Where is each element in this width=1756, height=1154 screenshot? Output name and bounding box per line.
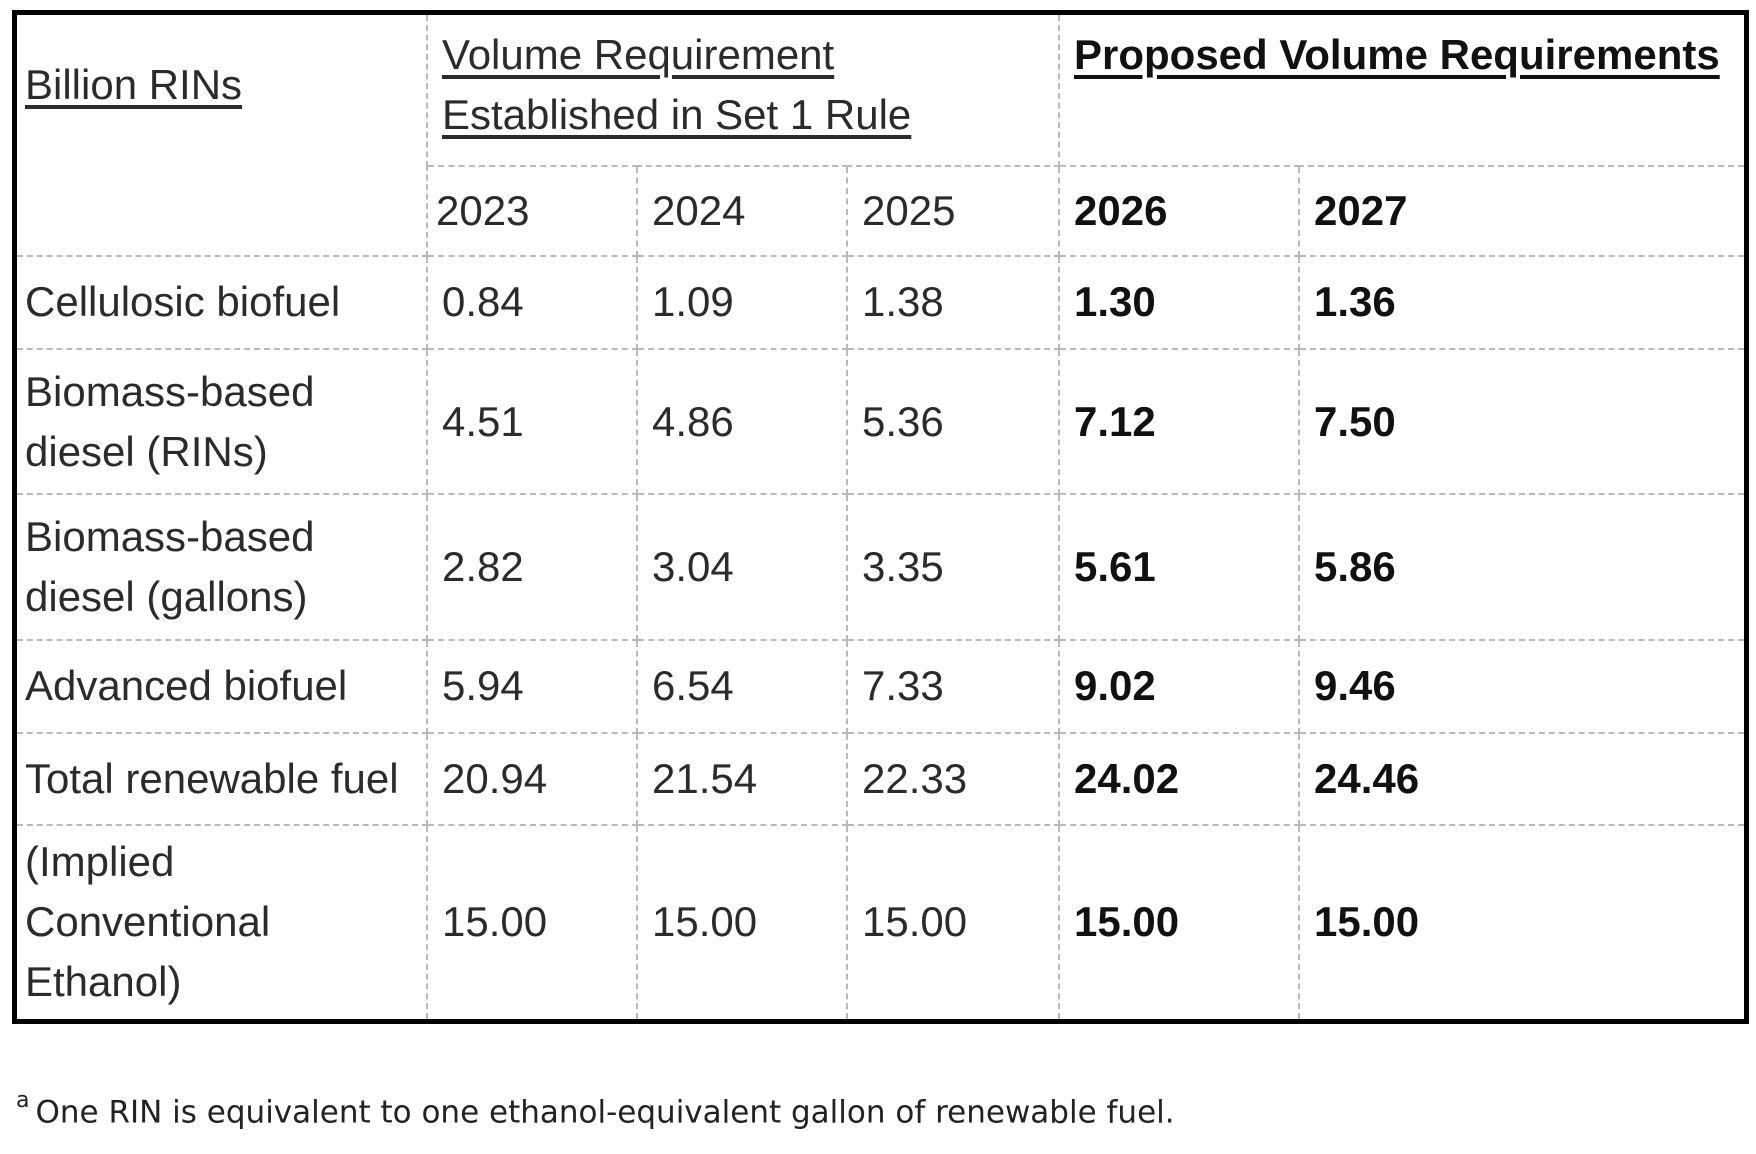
cell-value: 1.38: [846, 255, 1060, 350]
cell-value: 7.33: [846, 639, 1060, 734]
cell-value: 1.09: [636, 255, 848, 350]
year-header: 2026: [1058, 165, 1300, 258]
table-row: Cellulosic biofuel 0.84 1.09 1.38 1.30 1…: [17, 255, 1744, 350]
cell-value: 7.12: [1058, 347, 1300, 496]
cell-value: 3.35: [846, 493, 1060, 642]
year-header-row: 2023 2024 2025 2026 2027: [17, 165, 1744, 258]
cell-value: 5.94: [426, 639, 638, 734]
cell-value: 22.33: [846, 731, 1060, 826]
cell-value: 4.86: [636, 347, 848, 496]
cell-value: 5.86: [1298, 493, 1744, 642]
table-row: Biomass-based diesel (gallons) 2.82 3.04…: [17, 493, 1744, 642]
volume-table: Billion RINs Volume Requirement Establis…: [17, 15, 1744, 1019]
table-row: Biomass-based diesel (RINs) 4.51 4.86 5.…: [17, 347, 1744, 496]
row-label: Total renewable fuel: [17, 731, 428, 826]
row-label: Biomass-based diesel (RINs): [17, 347, 428, 496]
year-header: 2024: [636, 165, 848, 258]
cell-value: 6.54: [636, 639, 848, 734]
row-label: (Implied Conventional Ethanol): [17, 823, 428, 1019]
footnote: a One RIN is equivalent to one ethanol-eq…: [16, 1088, 1175, 1131]
cell-value: 15.00: [1298, 823, 1744, 1019]
proposed-group-text: Proposed Volume Requirements: [1074, 31, 1720, 78]
footnote-text: One RIN is equivalent to one ethanol-equ…: [35, 1094, 1175, 1131]
cell-value: 15.00: [1058, 823, 1300, 1019]
cell-value: 15.00: [636, 823, 848, 1019]
row-label: Biomass-based diesel (gallons): [17, 493, 428, 642]
cell-value: 5.36: [846, 347, 1060, 496]
year-header: 2023: [427, 165, 638, 258]
cell-value: 20.94: [426, 731, 638, 826]
table-row: Advanced biofuel 5.94 6.54 7.33 9.02 9.4…: [17, 639, 1744, 734]
cell-value: 15.00: [426, 823, 638, 1019]
row-label: Cellulosic biofuel: [17, 255, 428, 350]
proposed-group-header: Proposed Volume Requirements: [1058, 15, 1744, 168]
table-row: (Implied Conventional Ethanol) 15.00 15.…: [17, 823, 1744, 1019]
cell-value: 9.02: [1058, 639, 1300, 734]
cell-value: 7.50: [1298, 347, 1744, 496]
cell-value: 0.84: [426, 255, 638, 350]
cell-value: 3.04: [636, 493, 848, 642]
cell-value: 4.51: [426, 347, 638, 496]
year-header: 2025: [846, 165, 1060, 258]
footnote-marker: a: [16, 1088, 30, 1113]
cell-value: 5.61: [1058, 493, 1300, 642]
cell-value: 15.00: [846, 823, 1060, 1019]
volume-requirements-table: Billion RINs Volume Requirement Establis…: [12, 10, 1749, 1024]
row-label: Advanced biofuel: [17, 639, 428, 734]
established-group-header: Volume Requirement Established in Set 1 …: [426, 15, 1060, 168]
established-group-text: Volume Requirement Established in Set 1 …: [442, 31, 912, 138]
unit-header: Billion RINs: [17, 15, 428, 258]
cell-value: 1.36: [1298, 255, 1744, 350]
header-group-row: Billion RINs Volume Requirement Establis…: [17, 15, 1744, 258]
unit-header-text: Billion RINs: [25, 61, 243, 109]
cell-value: 2.82: [426, 493, 638, 642]
cell-value: 1.30: [1058, 255, 1300, 350]
cell-value: 24.02: [1058, 731, 1300, 826]
cell-value: 21.54: [636, 731, 848, 826]
year-header: 2027: [1298, 165, 1744, 258]
cell-value: 24.46: [1298, 731, 1744, 826]
cell-value: 9.46: [1298, 639, 1744, 734]
table-row: Total renewable fuel 20.94 21.54 22.33 2…: [17, 731, 1744, 826]
